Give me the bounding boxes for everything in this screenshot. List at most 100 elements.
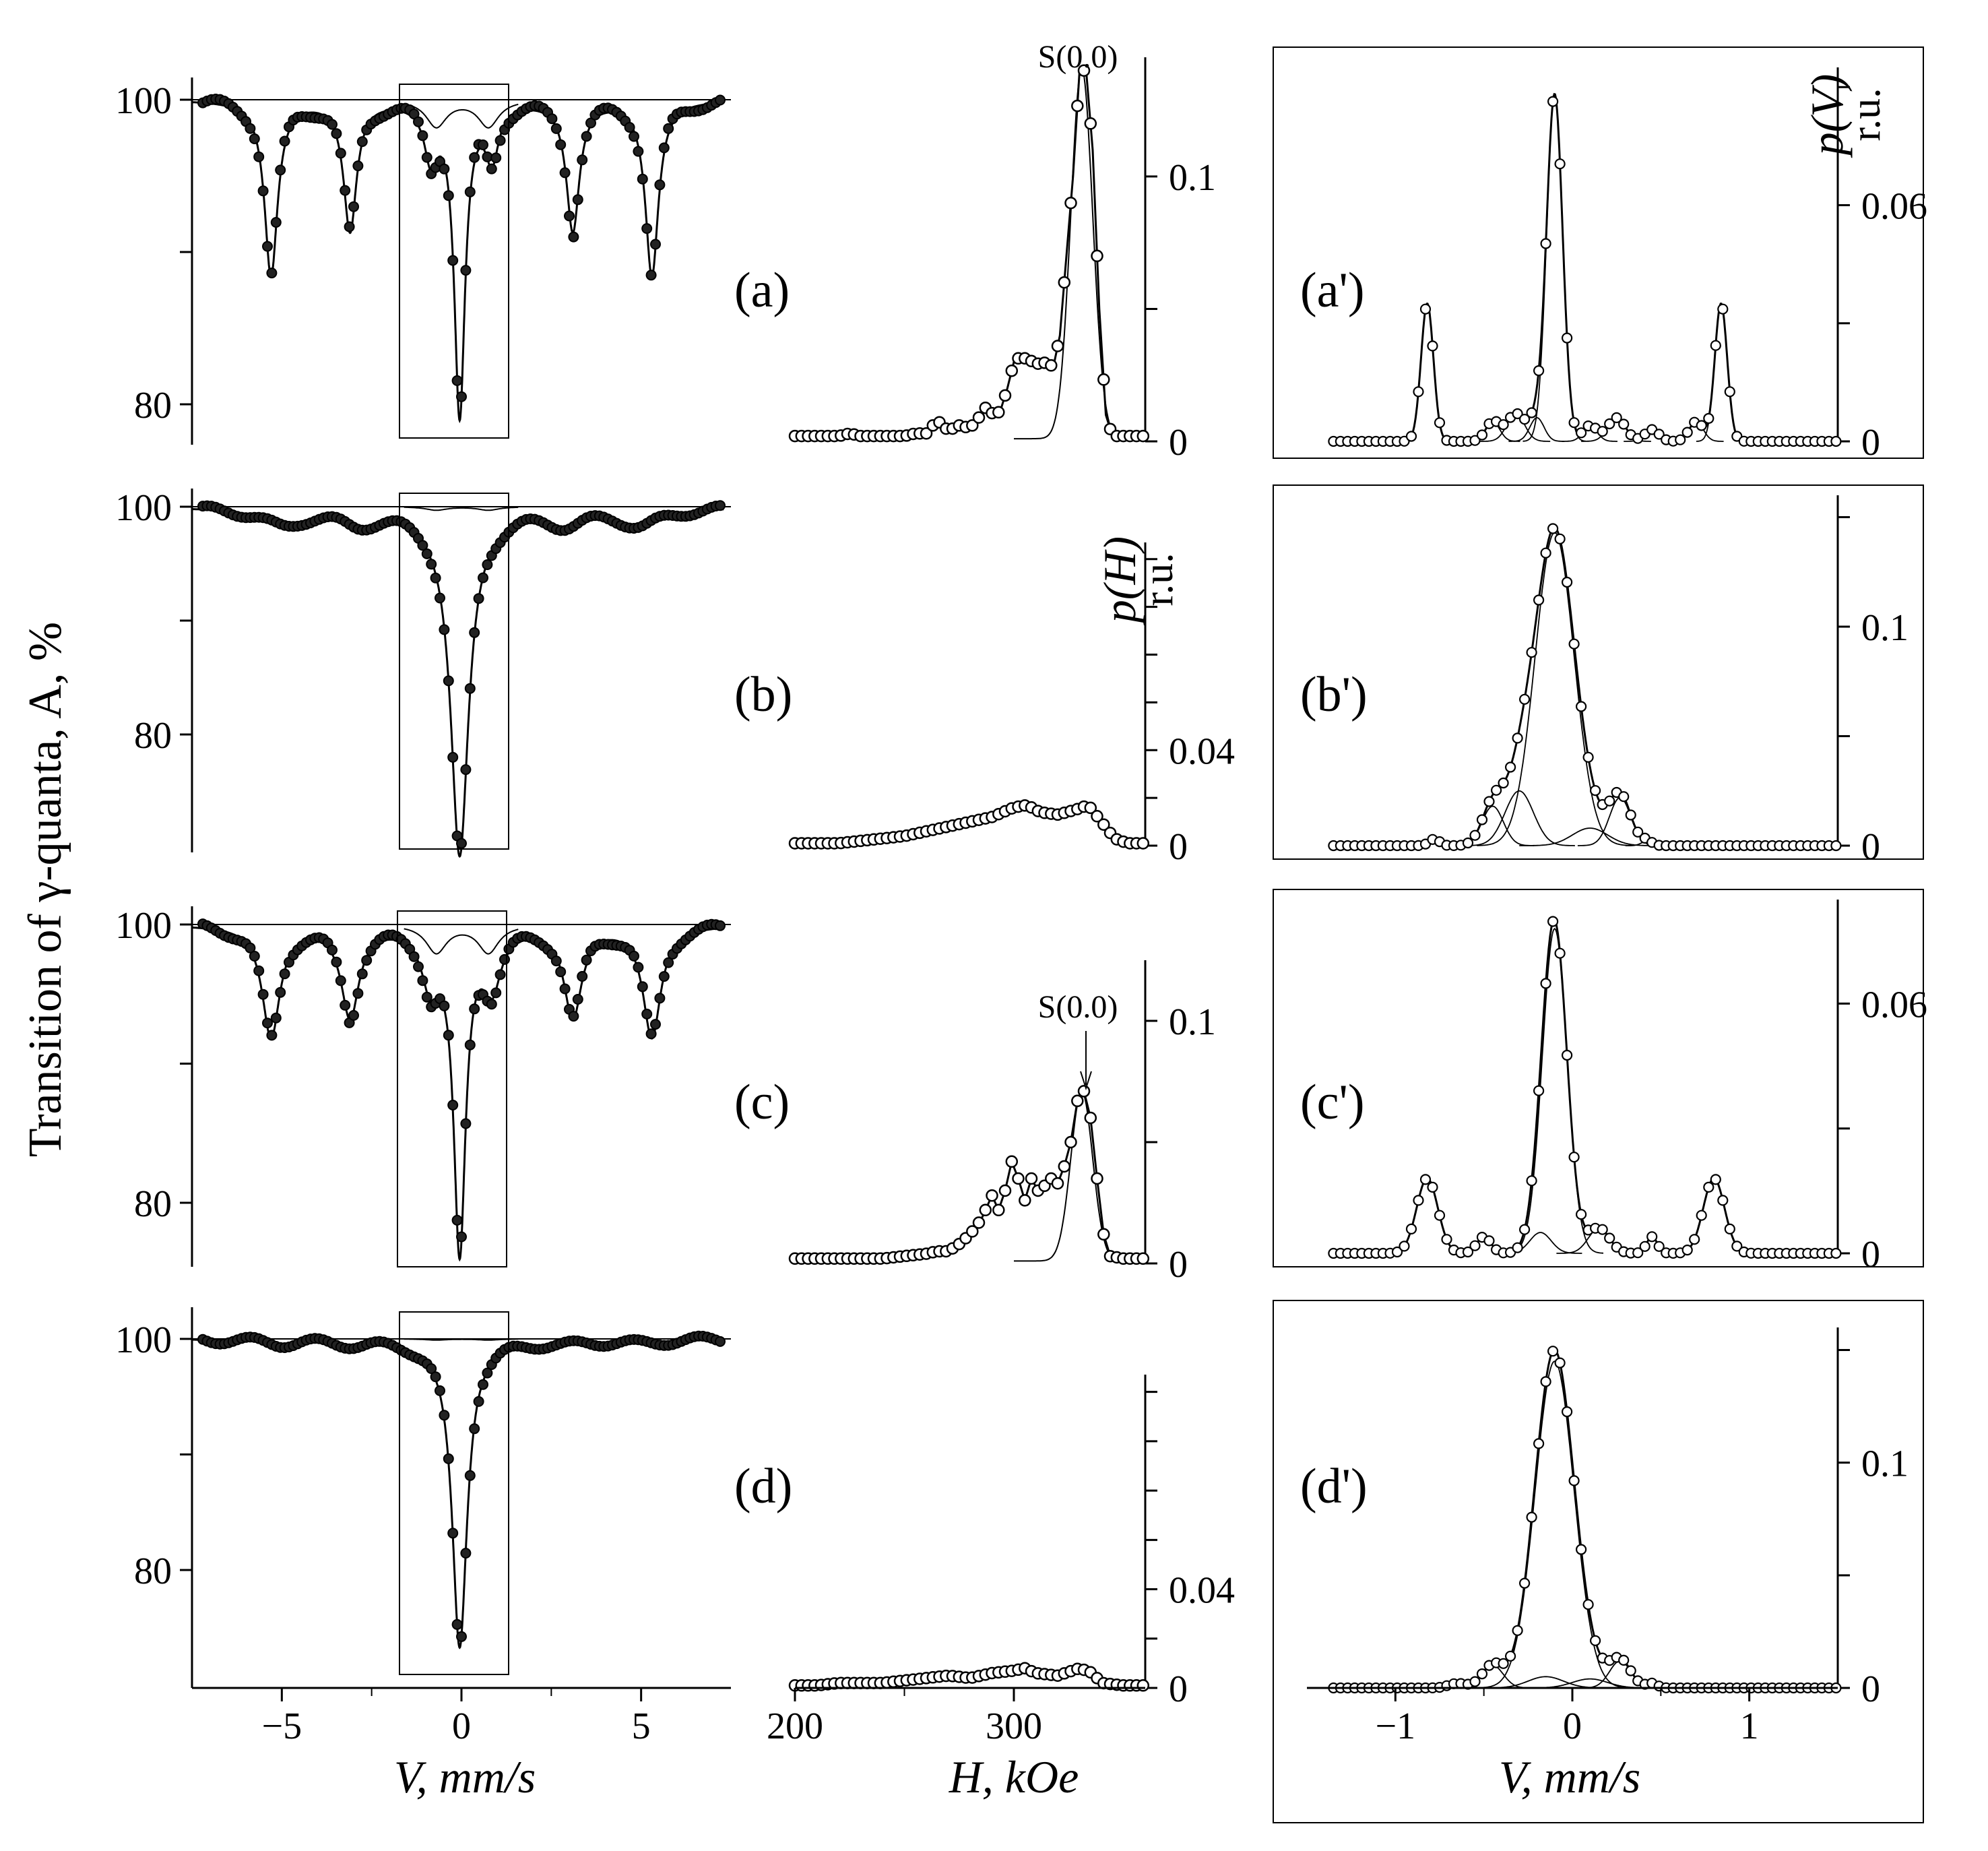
zoom-region-box [399,493,509,850]
spectrum-data-point [356,136,368,148]
s00-arrow-head [1080,1071,1092,1091]
quad-panel-c: 0 0.06 (c') [1273,889,1927,1276]
field-data-point [992,406,1005,419]
field-fit-component [1014,66,1134,440]
panel-label: (d') [1300,1459,1368,1514]
spectrum-data-point [581,131,592,142]
field-data-point [966,419,979,432]
spectrum-data-point [421,548,432,559]
quad-data-point [1498,777,1509,789]
spectrum-data-point [464,1039,476,1050]
x-axis-title-quad: V, mm/s [1499,1751,1640,1802]
quad-data-point [1830,840,1842,852]
quad-data-point [1462,837,1474,849]
quad-total-curve [1333,918,1838,1255]
quad-data-point [1717,1195,1729,1206]
spectrum-data-point [460,1118,472,1129]
field-data-point [1051,340,1064,352]
spectrum-data-point [633,146,644,157]
field-data-point [1097,373,1110,386]
field-data-point [1097,1228,1110,1241]
quadrupole-distribution-column: 0 0.06 (a') 0 0.1 (b') 0 0.06 (c') 0 0.1 (d') −1 0 1 [1273,46,1927,1823]
quad-data-point [1547,523,1559,534]
spectrum-data-point [650,1019,661,1030]
spectrum-panel-d: 100 80 (d) [115,1307,792,1688]
pv-label: p(V) [1801,74,1853,158]
field-data-point [1005,364,1019,377]
quad-data-point [1562,576,1573,588]
spectrum-data-point [637,981,648,993]
spectrum-data-point [435,1385,445,1396]
quad-data-point [1611,412,1622,424]
spectrum-x-tick-label: 0 [452,1705,471,1747]
quad-y-tick-label: 0 [1861,1234,1880,1276]
spectrum-data-point [417,975,428,986]
quad-panel-a: 0 0.06 (a') [1273,46,1927,464]
spectrum-data-point [715,94,726,106]
quad-y-tick-label: 0 [1861,1668,1880,1710]
quad-data-point [1681,1244,1693,1256]
quad-total-curve [1333,1349,1838,1689]
quad-y-tick-label: 0.06 [1861,185,1927,227]
panel-label: (c) [734,1075,790,1130]
spectrum-data-point [439,1000,450,1011]
spectrum-data-point [348,1009,359,1021]
panel-label: (b) [734,667,792,722]
spectrum-data-point [486,999,497,1010]
spectrum-data-point [275,986,286,998]
zoom-region-box [399,1311,509,1675]
quad-data-point [1419,303,1432,315]
spectrum-data-point [473,1395,484,1407]
field-panel-c: 00.1 [788,960,1216,1286]
field-data-point [1091,810,1103,823]
spectrum-data-point [447,255,459,266]
field-data-point [1064,1135,1077,1149]
spectrum-data-point [408,951,420,962]
ru-label-pv: r.u. [1843,88,1889,141]
spectrum-data-point [490,987,502,999]
quad-data-point [1710,340,1721,351]
spectrum-data-point [637,173,648,185]
spectrum-data-point [245,123,256,134]
spectrum-data-point [447,1100,459,1110]
quad-data-point [1724,1223,1735,1235]
quad-data-point [1576,1544,1587,1555]
quad-data-point [1562,1406,1573,1418]
field-data-point [1091,249,1103,263]
quad-component-curve [1450,805,1535,846]
quad-data-point [1576,427,1587,439]
quad-data-point [1582,1599,1594,1610]
spectrum-data-point [629,131,639,142]
quad-data-point [1413,386,1424,398]
quad-data-point [1604,1232,1615,1244]
spectrum-data-point [443,1030,454,1041]
quad-data-point [1576,1209,1587,1220]
spectrum-data-point [663,123,674,134]
field-data-point [1136,1679,1150,1692]
spectrum-data-point [443,1453,454,1464]
quad-data-point [1533,1085,1545,1096]
spectrum-data-point [641,223,653,234]
quad-y-tick-label: 0 [1861,826,1880,868]
quad-data-point [1391,1246,1403,1258]
spectrum-data-point [658,142,670,154]
field-x-tick-label: 300 [986,1705,1042,1747]
quad-data-point [1568,1152,1580,1163]
spectrum-data-point [262,241,273,252]
spectrum-data-point [469,627,480,638]
spectrum-data-point [478,139,488,150]
field-data-point [998,389,1012,402]
field-data-point [972,1216,986,1229]
spectrum-data-point [715,1336,726,1347]
spectrum-data-point [340,185,351,196]
quad-data-point [1540,238,1551,249]
spectrum-data-point [430,572,441,584]
field-data-point [1005,1155,1019,1168]
field-y-tick-label: 0.04 [1169,730,1235,772]
spectrum-data-point [645,1028,657,1040]
spectrum-data-point [550,123,562,134]
quad-data-point [1554,1357,1566,1369]
field-panel-d: 00.04 [788,1375,1235,1710]
spectrum-data-point [340,999,351,1011]
quad-data-point [1405,1223,1417,1235]
